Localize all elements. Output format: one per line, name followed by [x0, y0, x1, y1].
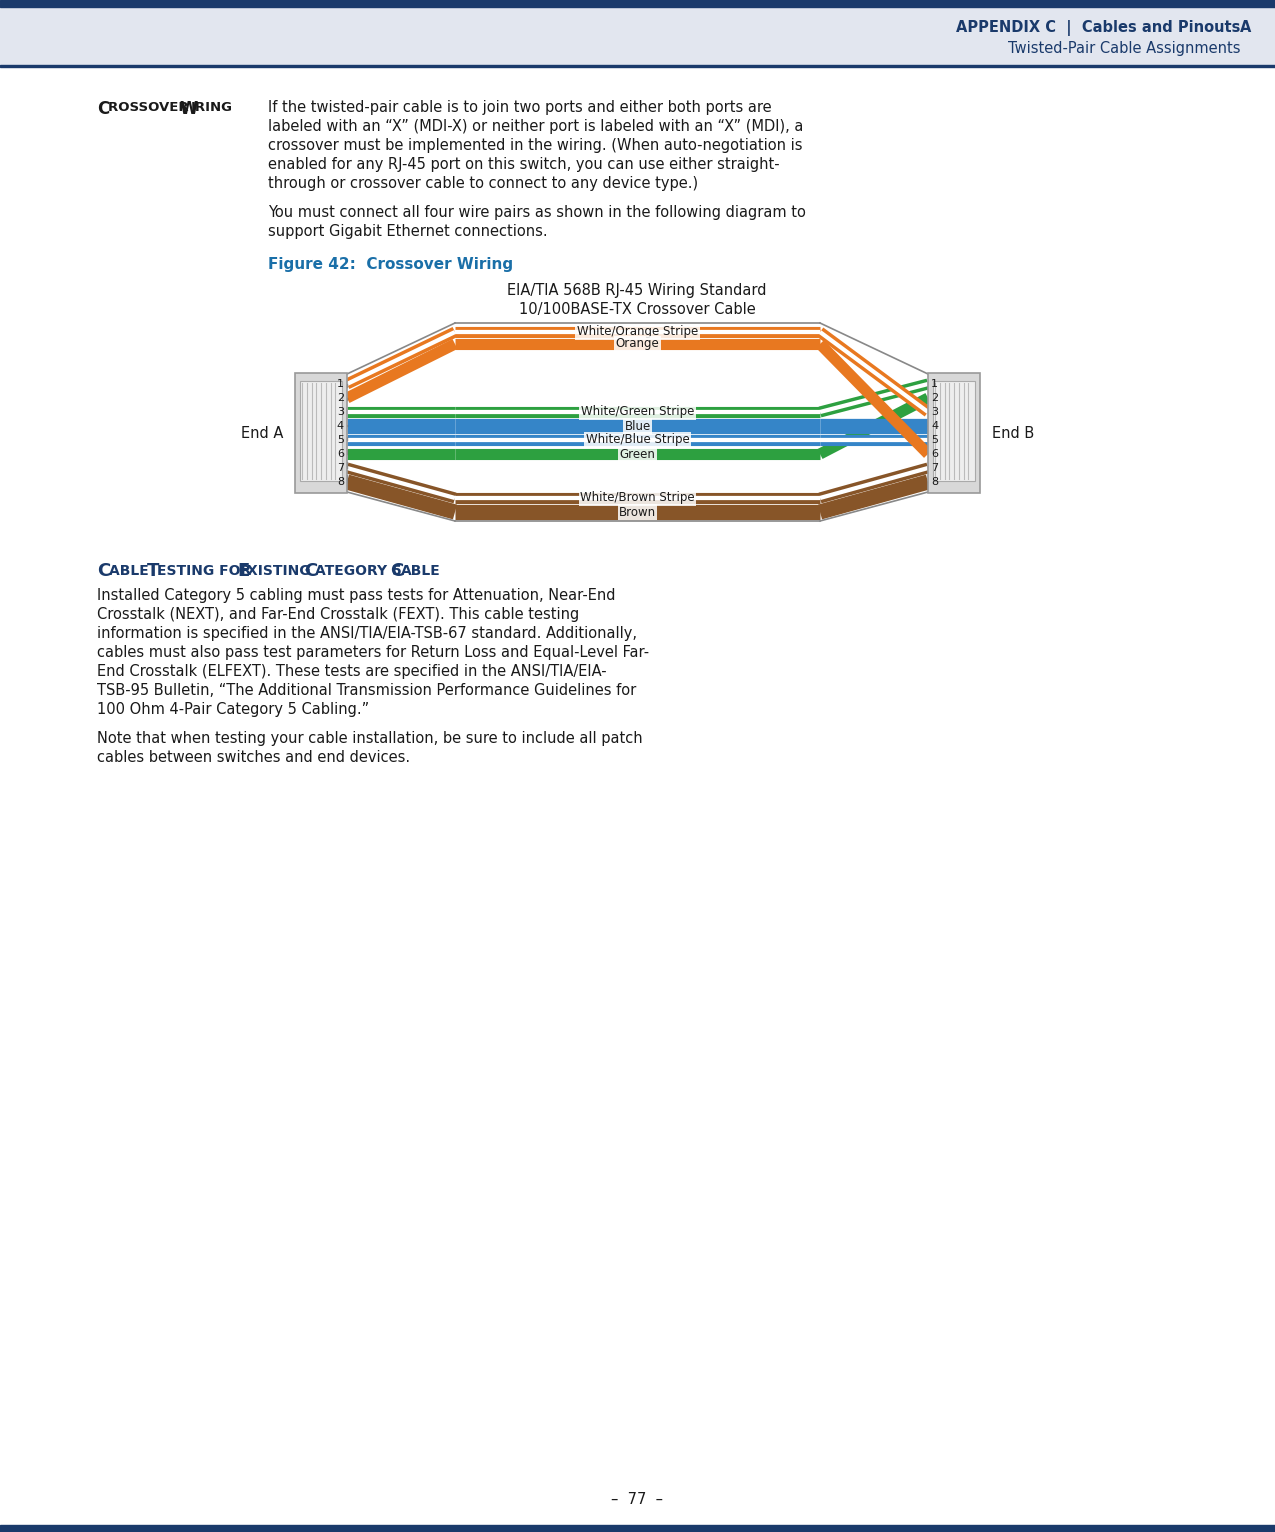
Text: Orange: Orange — [616, 337, 659, 351]
Text: 4: 4 — [931, 421, 938, 430]
Bar — [933, 381, 975, 481]
Text: 8: 8 — [931, 476, 938, 487]
Text: Brown: Brown — [618, 506, 657, 518]
Text: Blue: Blue — [625, 420, 650, 432]
Text: support Gigabit Ethernet connections.: support Gigabit Ethernet connections. — [268, 224, 548, 239]
Text: C: C — [97, 100, 110, 118]
Text: Green: Green — [620, 447, 655, 461]
Text: IRING: IRING — [191, 101, 233, 113]
Text: 3: 3 — [337, 408, 344, 417]
Text: Figure 42:  Crossover Wiring: Figure 42: Crossover Wiring — [268, 257, 513, 273]
Text: E: E — [237, 562, 249, 581]
Text: ABLE: ABLE — [402, 564, 441, 578]
Text: C: C — [97, 562, 110, 581]
Text: White/Orange Stripe: White/Orange Stripe — [576, 325, 699, 339]
Text: 3: 3 — [931, 408, 938, 417]
Text: End Crosstalk (ELFEXT). These tests are specified in the ANSI/TIA/EIA-: End Crosstalk (ELFEXT). These tests are … — [97, 663, 607, 679]
Text: 7: 7 — [337, 463, 344, 473]
Text: –  77  –: – 77 – — [611, 1492, 663, 1507]
Text: White/Brown Stripe: White/Brown Stripe — [580, 492, 695, 504]
Bar — [0, 0, 1275, 8]
Text: 1: 1 — [337, 378, 344, 389]
Bar — [300, 381, 342, 481]
Text: XISTING: XISTING — [247, 564, 315, 578]
Text: ROSSOVER: ROSSOVER — [108, 101, 198, 113]
Text: EIA/TIA 568B RJ-45 Wiring Standard: EIA/TIA 568B RJ-45 Wiring Standard — [507, 283, 766, 299]
Text: Note that when testing your cable installation, be sure to include all patch: Note that when testing your cable instal… — [97, 731, 643, 746]
Text: C: C — [390, 562, 403, 581]
Text: C: C — [303, 562, 317, 581]
Bar — [0, 1524, 1275, 1532]
Text: Installed Category 5 cabling must pass tests for Attenuation, Near-End: Installed Category 5 cabling must pass t… — [97, 588, 616, 604]
Text: 100 Ohm 4-Pair Category 5 Cabling.”: 100 Ohm 4-Pair Category 5 Cabling.” — [97, 702, 370, 717]
Bar — [0, 8, 1275, 64]
Text: You must connect all four wire pairs as shown in the following diagram to: You must connect all four wire pairs as … — [268, 205, 806, 221]
Text: If the twisted-pair cable is to join two ports and either both ports are: If the twisted-pair cable is to join two… — [268, 100, 771, 115]
Text: 5: 5 — [931, 435, 938, 444]
Text: End B: End B — [992, 426, 1034, 441]
Text: crossover must be implemented in the wiring. (When auto-negotiation is: crossover must be implemented in the wir… — [268, 138, 802, 153]
Text: Crosstalk (NEXT), and Far-End Crosstalk (FEXT). This cable testing: Crosstalk (NEXT), and Far-End Crosstalk … — [97, 607, 579, 622]
Text: ESTING FOR: ESTING FOR — [157, 564, 256, 578]
Text: through or crossover cable to connect to any device type.): through or crossover cable to connect to… — [268, 176, 699, 192]
Text: TSB-95 Bulletin, “The Additional Transmission Performance Guidelines for: TSB-95 Bulletin, “The Additional Transmi… — [97, 683, 636, 699]
Text: Twisted-Pair Cable Assignments: Twisted-Pair Cable Assignments — [1007, 40, 1241, 55]
Text: information is specified in the ANSI/TIA/EIA-TSB-67 standard. Additionally,: information is specified in the ANSI/TIA… — [97, 627, 638, 640]
Text: White/Green Stripe: White/Green Stripe — [581, 406, 694, 418]
Text: T: T — [147, 562, 159, 581]
Text: W: W — [180, 100, 199, 118]
Text: 1: 1 — [931, 378, 938, 389]
Text: A: A — [1241, 20, 1251, 35]
Text: White/Blue Stripe: White/Blue Stripe — [585, 434, 690, 446]
Text: 6: 6 — [931, 449, 938, 460]
Text: End A: End A — [241, 426, 283, 441]
Text: ATEGORY 5: ATEGORY 5 — [315, 564, 407, 578]
Text: 2: 2 — [337, 394, 344, 403]
Text: cables between switches and end devices.: cables between switches and end devices. — [97, 751, 411, 764]
Text: 5: 5 — [337, 435, 344, 444]
Text: cables must also pass test parameters for Return Loss and Equal-Level Far-: cables must also pass test parameters fo… — [97, 645, 649, 660]
Bar — [0, 64, 1275, 67]
Text: 2: 2 — [931, 394, 938, 403]
Text: 8: 8 — [337, 476, 344, 487]
Text: 10/100BASE-TX Crossover Cable: 10/100BASE-TX Crossover Cable — [519, 302, 755, 317]
Text: 6: 6 — [337, 449, 344, 460]
Text: labeled with an “X” (MDI-X) or neither port is labeled with an “X” (MDI), a: labeled with an “X” (MDI-X) or neither p… — [268, 119, 803, 133]
Text: 7: 7 — [931, 463, 938, 473]
Text: 4: 4 — [337, 421, 344, 430]
Text: ABLE: ABLE — [108, 564, 153, 578]
Text: enabled for any RJ-45 port on this switch, you can use either straight-: enabled for any RJ-45 port on this switc… — [268, 156, 779, 172]
Bar — [295, 372, 347, 493]
Text: APPENDIX C  |  Cables and Pinouts: APPENDIX C | Cables and Pinouts — [956, 20, 1241, 35]
Bar — [928, 372, 980, 493]
